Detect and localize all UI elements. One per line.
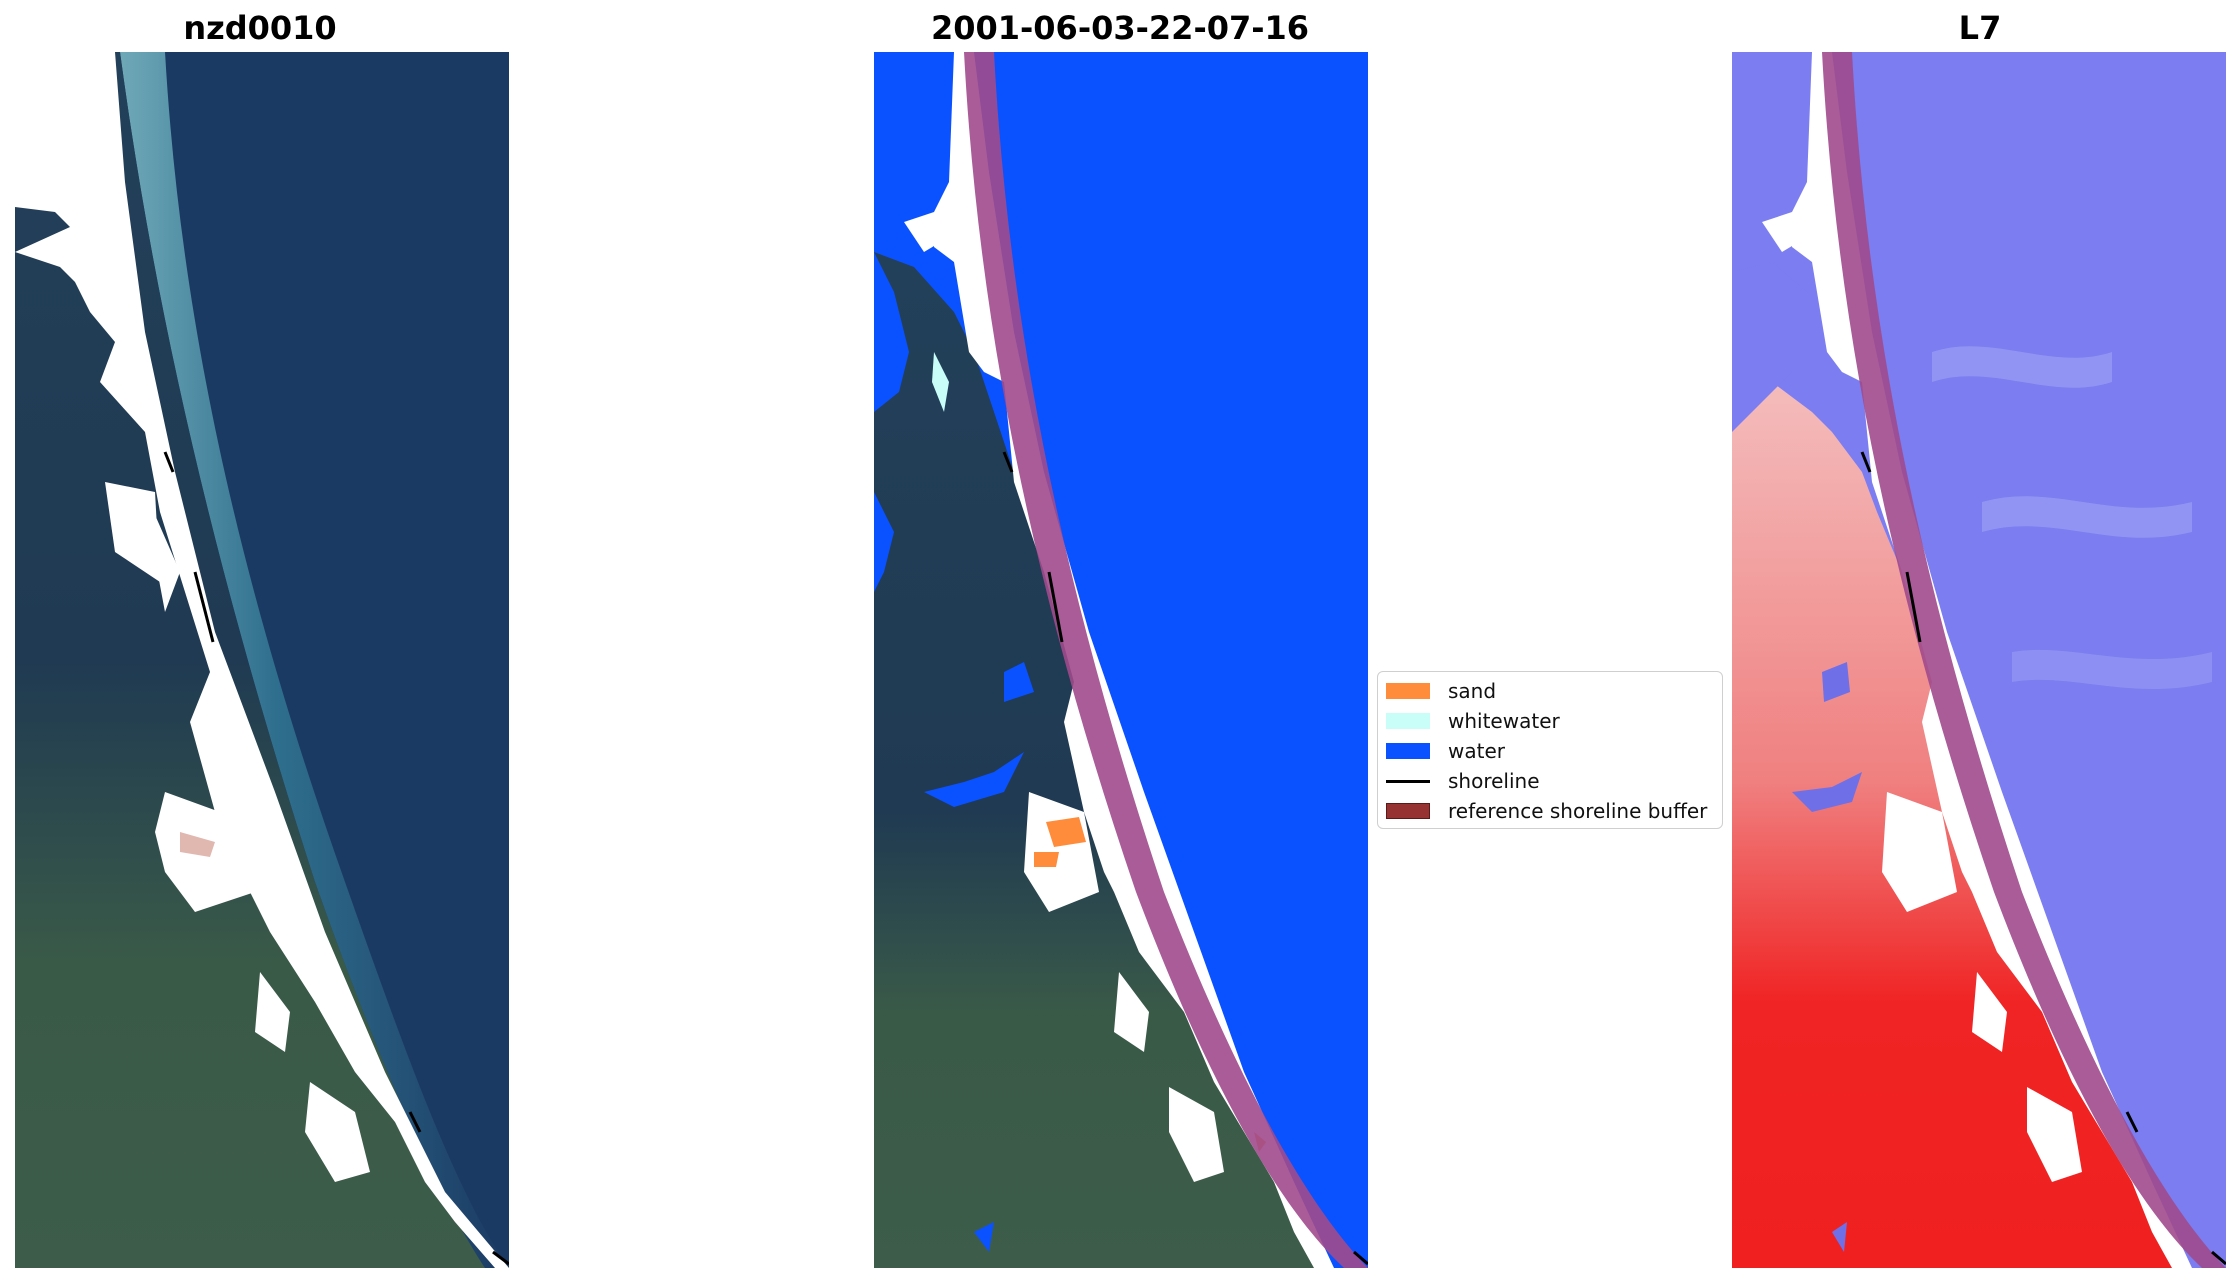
rgb-image-panel — [15, 52, 509, 1268]
legend: sand whitewater water shoreline referenc… — [1377, 671, 1723, 829]
index-image — [1732, 52, 2226, 1268]
legend-label-water: water — [1448, 739, 1505, 763]
panel-title-classified: 2001-06-03-22-07-16 — [930, 9, 1310, 47]
water-swatch — [1386, 743, 1430, 759]
sand-swatch — [1386, 683, 1430, 699]
legend-label-whitewater: whitewater — [1448, 709, 1560, 733]
classified-image-panel — [874, 52, 1368, 1268]
legend-label-sand: sand — [1448, 679, 1497, 703]
legend-label-buffer: reference shoreline buffer — [1448, 799, 1708, 823]
legend-item-buffer: reference shoreline buffer — [1386, 796, 1716, 823]
whitewater-swatch — [1386, 713, 1430, 729]
index-image-panel — [1732, 52, 2226, 1268]
classified-image — [874, 52, 1368, 1268]
legend-item-sand: sand — [1386, 676, 1716, 703]
legend-label-shoreline: shoreline — [1448, 769, 1540, 793]
legend-item-shoreline: shoreline — [1386, 766, 1716, 793]
legend-item-water: water — [1386, 736, 1716, 763]
legend-item-whitewater: whitewater — [1386, 706, 1716, 733]
panel-title-rgb: nzd0010 — [183, 9, 337, 47]
panel-title-index: L7 — [1958, 9, 2002, 47]
shoreline-line-swatch — [1386, 780, 1430, 783]
rgb-satellite-image — [15, 52, 509, 1268]
buffer-swatch — [1386, 803, 1430, 819]
